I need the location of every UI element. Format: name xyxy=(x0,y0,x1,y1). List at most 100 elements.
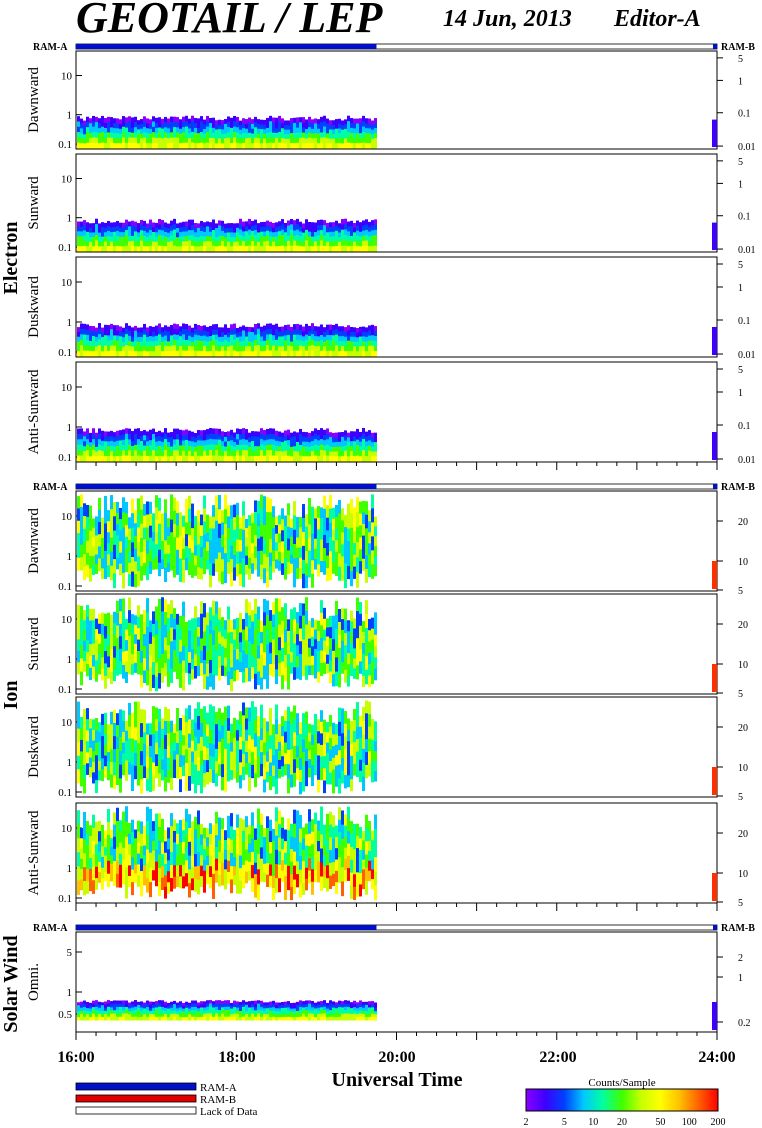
spectrogram-cell xyxy=(185,324,188,330)
spectrogram-cell xyxy=(185,860,188,874)
spectrogram-cell xyxy=(371,456,374,462)
spectrogram-cell xyxy=(170,345,173,352)
spectrogram-cell xyxy=(188,761,191,777)
spectrogram-cell xyxy=(263,345,266,352)
spectrogram-cell xyxy=(224,119,227,125)
spectrogram-cell xyxy=(356,439,359,446)
spectrogram-cell xyxy=(344,551,347,564)
spectrogram-cell xyxy=(188,123,191,129)
spectrogram-cell xyxy=(191,719,194,731)
spectrogram-cell xyxy=(245,612,248,628)
spectrogram-cell xyxy=(188,869,191,884)
spectrogram-cell xyxy=(338,764,341,780)
spectrogram-cell xyxy=(278,236,281,242)
spectrogram-cell xyxy=(308,741,311,751)
spectrogram-cell xyxy=(371,340,374,347)
spectrogram-cell xyxy=(164,567,167,582)
spectrogram-cell xyxy=(110,614,113,627)
spectrogram-cell xyxy=(230,839,233,854)
spectrogram-cell xyxy=(134,624,137,635)
spectrogram-cell xyxy=(263,638,266,653)
spectrogram-cell xyxy=(254,334,257,341)
spectrogram-cell xyxy=(224,777,227,792)
spectrogram-cell xyxy=(215,450,218,457)
spectrogram-cell xyxy=(299,781,302,795)
spectrogram-cell xyxy=(167,331,170,337)
spectrogram-cell xyxy=(158,345,161,352)
spectrogram-cell xyxy=(203,340,206,347)
spectrogram-cell xyxy=(332,231,335,238)
spectrogram-cell xyxy=(350,336,353,343)
spectrogram-cell xyxy=(263,119,266,126)
spectrogram-cell xyxy=(152,611,155,625)
spectrogram-cell xyxy=(320,224,323,231)
spectrogram-cell xyxy=(302,456,305,462)
spectrogram-cell xyxy=(260,824,263,837)
spectrogram-cell xyxy=(281,736,284,747)
spectrogram-cell xyxy=(164,335,167,342)
spectrogram-cell xyxy=(134,855,137,866)
spectrogram-cell xyxy=(143,766,146,779)
spectrogram-cell xyxy=(287,225,290,232)
spectrogram-cell xyxy=(347,831,350,845)
spectrogram-cell xyxy=(248,721,251,736)
spectrogram-cell xyxy=(131,882,134,896)
spectrogram-cell xyxy=(191,772,194,784)
spectrogram-cell xyxy=(143,329,146,336)
spectrogram-cell xyxy=(341,143,344,149)
spectrogram-cell xyxy=(266,240,269,247)
spectrogram-cell xyxy=(230,679,233,692)
spectrogram-cell xyxy=(191,446,194,452)
spectrogram-cell xyxy=(359,649,362,662)
spectrogram-cell xyxy=(257,756,260,768)
spectrogram-cell xyxy=(287,830,290,843)
spectrogram-cell xyxy=(146,863,149,879)
spectrogram-cell xyxy=(305,329,308,336)
spectrogram-cell xyxy=(338,832,341,846)
spectrogram-cell xyxy=(272,755,275,767)
spectrogram-cell xyxy=(338,326,341,332)
spectrogram-cell xyxy=(308,550,311,565)
spectrogram-cell xyxy=(77,604,80,617)
spectrogram-cell xyxy=(215,601,218,615)
spectrogram-cell xyxy=(323,534,326,549)
spectrogram-cell xyxy=(110,637,113,650)
spectrogram-cell xyxy=(227,606,230,621)
spectrogram-cell xyxy=(251,543,254,554)
spectrogram-cell xyxy=(140,436,143,442)
spectrogram-cell xyxy=(110,523,113,538)
spectrogram-cell xyxy=(230,879,233,894)
spectrogram-cell xyxy=(77,810,80,825)
spectrogram-cell xyxy=(206,226,209,232)
spectrogram-cell xyxy=(146,118,149,124)
spectrogram-cell xyxy=(173,240,176,247)
spectrogram-cell xyxy=(188,548,191,562)
spectrogram-cell xyxy=(248,122,251,129)
spectrogram-cell xyxy=(188,330,191,337)
spectrogram-cell xyxy=(260,346,263,352)
spectrogram-cell xyxy=(227,237,230,243)
spectrogram-cell xyxy=(173,608,176,620)
spectrogram-cell xyxy=(185,663,188,673)
spectrogram-cell xyxy=(359,326,362,333)
spectrogram-cell xyxy=(233,629,236,641)
spectrogram-cell xyxy=(329,324,332,331)
spectrogram-cell xyxy=(80,236,83,242)
spectrogram-cell xyxy=(197,510,200,523)
spectrogram-cell xyxy=(158,813,161,828)
spectrogram-cell xyxy=(323,235,326,242)
spectrogram-cell xyxy=(125,240,128,247)
spectrogram-cell xyxy=(278,824,281,839)
spectrogram-cell xyxy=(140,138,143,144)
spectrogram-cell xyxy=(356,597,359,612)
spectrogram-cell xyxy=(311,520,314,534)
spectrogram-cell xyxy=(125,770,128,781)
spectrogram-cell xyxy=(212,117,215,124)
spectrogram-cell xyxy=(140,351,143,357)
spectrogram-cell xyxy=(302,228,305,234)
spectrogram-cell xyxy=(179,831,182,844)
spectrogram-cell xyxy=(242,661,245,673)
edge-data-strip xyxy=(712,767,717,795)
spectrogram-cell xyxy=(209,823,212,835)
spectrogram-cell xyxy=(209,117,212,124)
